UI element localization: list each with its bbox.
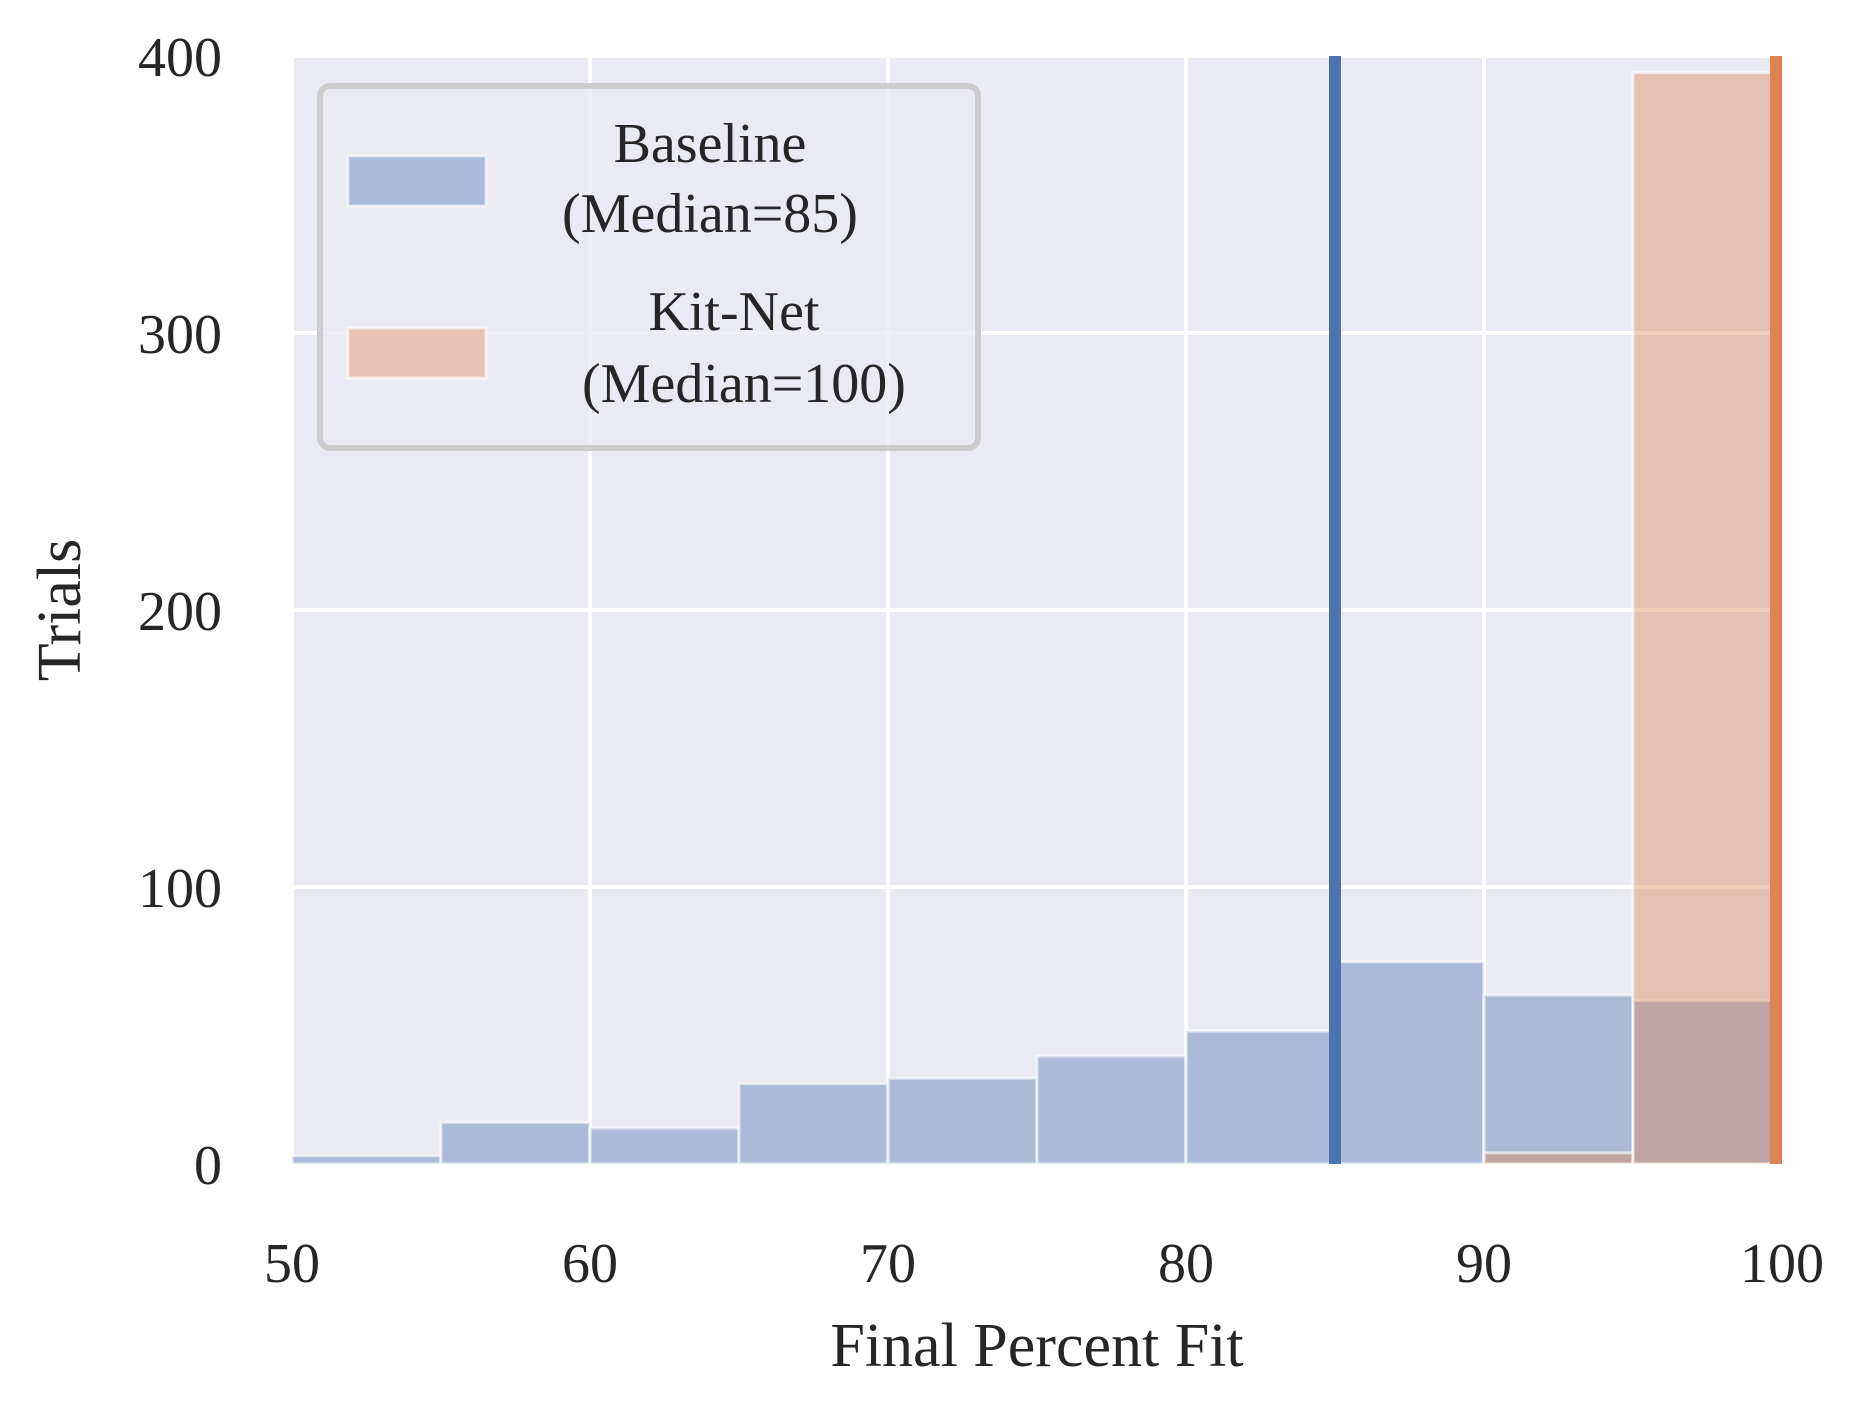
x-tick-label-5: 100 bbox=[1740, 1233, 1824, 1295]
y-tick-label-4: 400 bbox=[138, 27, 222, 89]
x-axis-label: Final Percent Fit bbox=[830, 1312, 1243, 1380]
x-tick-label-4: 90 bbox=[1456, 1233, 1512, 1295]
legend: Baseline (Median=85) Kit-Net (Median=100… bbox=[317, 83, 981, 451]
bar-baseline-5 bbox=[1035, 1054, 1188, 1166]
bar-kit-net-8 bbox=[1482, 1151, 1635, 1166]
median-lines bbox=[1329, 56, 1782, 1164]
bar-baseline-1 bbox=[439, 1120, 592, 1166]
legend-swatch-baseline bbox=[346, 154, 488, 208]
bar-baseline-2 bbox=[588, 1126, 741, 1166]
x-tick-label-0: 50 bbox=[264, 1233, 320, 1295]
bar-baseline-9 bbox=[1631, 999, 1784, 1166]
legend-label-kitnet: Kit-Net bbox=[648, 281, 820, 343]
x-tick-label-3: 80 bbox=[1158, 1233, 1214, 1295]
bar-baseline-8 bbox=[1482, 993, 1635, 1166]
legend-median-baseline: (Median=85) bbox=[562, 183, 858, 245]
bar-baseline-4 bbox=[886, 1076, 1039, 1166]
y-tick-label-1: 100 bbox=[138, 858, 222, 920]
bar-baseline-3 bbox=[737, 1082, 890, 1166]
y-tick-labels: 0 100 200 300 400 bbox=[138, 27, 222, 1197]
y-tick-label-3: 300 bbox=[138, 304, 222, 366]
bar-kit-net-9 bbox=[1631, 71, 1784, 1166]
legend-label-baseline: Baseline bbox=[614, 113, 807, 175]
bar-baseline-0 bbox=[290, 1154, 443, 1166]
y-axis-label: Trials bbox=[26, 539, 94, 681]
bar-baseline-7 bbox=[1333, 960, 1486, 1166]
x-tick-label-1: 60 bbox=[562, 1233, 618, 1295]
x-tick-labels: 50 60 70 80 90 100 bbox=[264, 1233, 1824, 1295]
y-tick-label-2: 200 bbox=[138, 581, 222, 643]
legend-swatch-kitnet bbox=[346, 326, 488, 380]
histogram-bars bbox=[290, 71, 1784, 1166]
legend-median-kitnet: (Median=100) bbox=[582, 353, 906, 415]
x-tick-label-2: 70 bbox=[860, 1233, 916, 1295]
y-tick-label-0: 0 bbox=[194, 1135, 222, 1197]
bar-baseline-6 bbox=[1184, 1029, 1337, 1166]
